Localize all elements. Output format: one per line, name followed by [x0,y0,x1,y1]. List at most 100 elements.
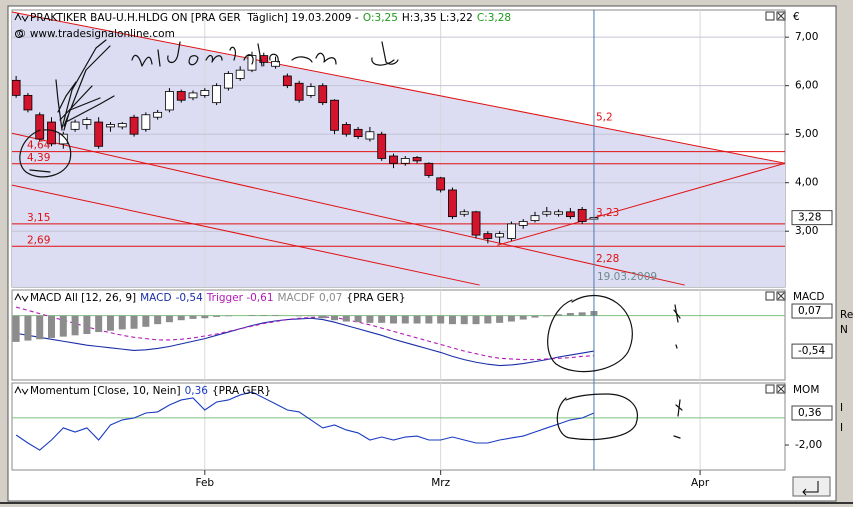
histogram-bar [472,315,480,325]
candle-body [530,215,540,221]
histogram-bar [130,315,138,329]
panel-header: PRAKTIKER BAU-U.H.HLDG ON [PRA GER Tägli… [30,12,511,24]
y-tick-label: 4,00 [795,177,818,189]
value-box [791,405,833,421]
value-box-label: 3,28 [798,212,821,224]
histogram-bar [437,315,445,324]
scroll-button[interactable] [792,476,831,497]
histogram-bar [71,315,79,336]
histogram-bar [319,315,327,319]
x-tick-label: Feb [196,477,215,489]
legend-value: 0,07 [319,292,342,304]
panel-layer [12,383,785,470]
histogram-bar [425,315,433,324]
trendline-label: 5,2 [596,111,613,123]
level-label: 2,69 [27,234,50,246]
panel-layer [12,10,785,287]
candle-body [448,189,457,218]
histogram-bar [272,314,280,316]
histogram-bar [165,315,173,323]
histogram-bar [413,315,421,324]
y-tick-label: 6,00 [795,80,818,92]
candle-body [377,133,387,159]
y-tick-label: 5,00 [795,128,818,140]
histogram-bar [342,315,350,322]
histogram-bar [83,315,91,335]
value-box [791,343,833,359]
candle-body [554,211,563,215]
candle-body [47,121,56,145]
histogram-bar [95,315,103,333]
histogram-bar [566,312,574,316]
histogram-bar [354,315,362,323]
histogram-bar [106,315,114,331]
histogram-bar [189,315,197,319]
histogram-bar [48,315,56,338]
watermark: © www.tradesignalonline.com [16,28,175,40]
header-ohlc: O:3,25 [363,12,398,24]
x-tick-label: Mrz [431,477,450,489]
histogram-bar [213,315,221,317]
level-label: 3,15 [27,212,50,224]
candle-body [235,69,245,79]
histogram-bar [578,312,586,316]
candle-body [141,114,151,130]
panel-toggle-icon [14,292,29,302]
candle-body [495,233,505,238]
histogram-bar [555,314,563,316]
side-panel-text: I [840,422,843,434]
histogram-bar [295,315,303,317]
header-title: MACD All [12, 26, 9] [30,292,136,304]
x-tick-label: Apr [691,477,710,489]
trendline [12,11,785,164]
candle-body [518,221,528,226]
histogram-bar [260,314,268,316]
histogram-bar [331,315,339,321]
candle-body [294,82,304,101]
legend-name: Trigger [206,292,244,304]
series-line [15,306,594,361]
candle-body [94,121,104,147]
histogram-bar [448,315,456,325]
trendline [12,132,685,286]
panel-toggle-icon [14,385,29,395]
candle-body [129,116,139,135]
histogram-bar [142,315,150,327]
candle-body [259,55,269,63]
histogram-bar [36,315,44,340]
value-box-label: 0,07 [798,305,821,317]
side-panel-text: Re [840,309,853,321]
axis-title: MOM [793,384,819,396]
histogram-bar [307,315,315,317]
candle-body [23,94,33,111]
candle-body [424,162,434,176]
candle-body [577,208,587,222]
candle-body [542,211,552,215]
candle-body [459,211,469,215]
panel-buttons[interactable] [765,11,786,394]
trendline-label: 2,28 [596,253,619,265]
candle-body [330,99,339,131]
candle-body [412,157,422,162]
level-label: 4,39 [27,152,50,164]
momentum-panel [11,382,786,471]
candle-body [471,211,481,236]
panel-header: MACD All [12, 26, 9] MACD -0,54 Trigger -0,6… [30,292,406,304]
y-tick-label: 7,00 [795,31,818,43]
candle-body [341,124,351,135]
y-tick-label: 3,00 [795,225,818,237]
histogram-bar [531,315,539,318]
header-ohlc: C:3,28 [477,12,511,24]
legend-value: -0,61 [246,292,273,304]
histogram-bar [507,315,515,322]
candle-body [271,61,280,67]
macd-panel [11,289,786,381]
header-source: {PRA GER} [212,385,271,397]
candle-body [507,223,516,239]
watermark-icon [15,30,23,38]
histogram-bar [484,315,492,324]
histogram-bar [496,315,504,323]
value-box-label: 0,36 [798,407,822,419]
candle-body [212,85,222,104]
